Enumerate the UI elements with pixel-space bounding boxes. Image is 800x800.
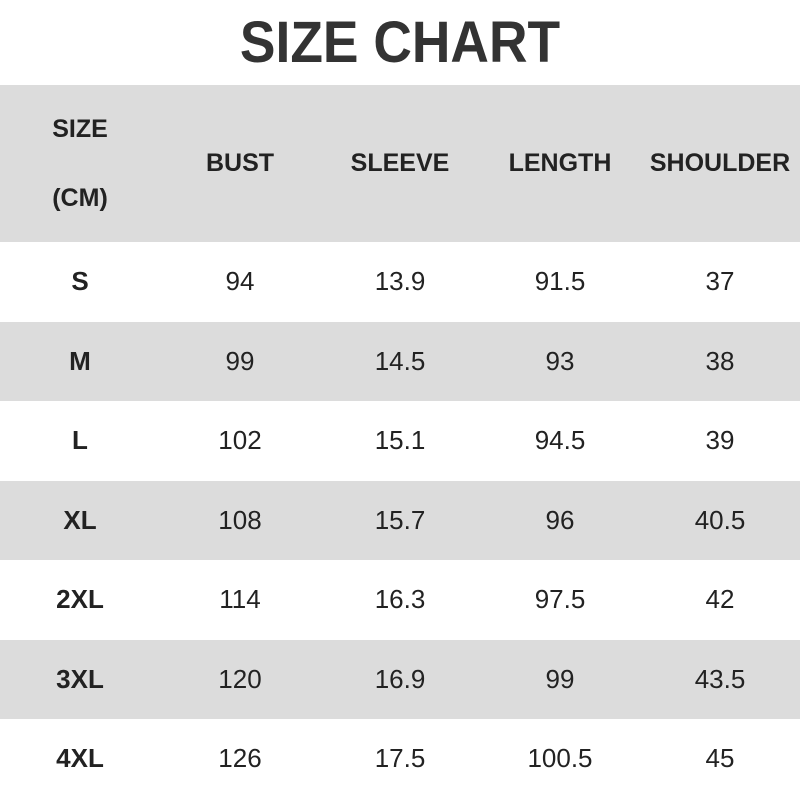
value-cell: 17.5: [374, 743, 426, 774]
value-cell: 16.9: [374, 663, 426, 694]
table-row: 3XL 120 16.9 99 43.5: [0, 639, 800, 719]
header-size-label: SIZE: [52, 114, 108, 143]
table-row: S 94 13.9 91.5 37: [0, 242, 800, 322]
size-cell: S: [71, 266, 89, 297]
value-cell: 13.9: [374, 266, 426, 297]
value-cell: 43.5: [694, 663, 746, 694]
header-bust: BUST: [205, 149, 275, 177]
page-title: SIZE CHART: [239, 10, 561, 75]
value-cell: 15.1: [374, 425, 426, 456]
value-cell: 39: [705, 425, 735, 456]
header-unit-label: (CM): [52, 183, 108, 212]
value-cell: 96: [545, 504, 575, 535]
value-cell: 126: [218, 743, 262, 774]
size-cell: 4XL: [56, 743, 104, 774]
value-cell: 15.7: [374, 504, 426, 535]
size-cell: XL: [63, 504, 97, 535]
table-header: SIZE (CM) BUST SLEEVE LENGTH SHOULDER: [0, 85, 800, 242]
value-cell: 14.5: [374, 345, 426, 376]
header-shoulder: SHOULDER: [649, 149, 791, 177]
header-length: LENGTH: [508, 149, 612, 177]
table-row: 4XL 126 17.5 100.5 45: [0, 719, 800, 799]
size-table: SIZE (CM) BUST SLEEVE LENGTH SHOULDER S 9…: [0, 85, 800, 799]
value-cell: 16.3: [374, 584, 426, 615]
value-cell: 102: [218, 425, 262, 456]
table-row: L 102 15.1 94.5 39: [0, 401, 800, 481]
value-cell: 94: [225, 266, 255, 297]
value-cell: 38: [705, 345, 735, 376]
table-row: XL 108 15.7 96 40.5: [0, 480, 800, 560]
value-cell: 91.5: [534, 266, 586, 297]
value-cell: 93: [545, 345, 575, 376]
table-row: 2XL 114 16.3 97.5 42: [0, 560, 800, 640]
value-cell: 108: [218, 504, 262, 535]
size-cell: 2XL: [56, 584, 104, 615]
value-cell: 99: [545, 663, 575, 694]
header-size: SIZE (CM): [0, 115, 160, 213]
value-cell: 94.5: [534, 425, 586, 456]
value-cell: 99: [225, 345, 255, 376]
size-cell: 3XL: [56, 663, 104, 694]
value-cell: 40.5: [694, 504, 746, 535]
value-cell: 37: [705, 266, 735, 297]
value-cell: 45: [705, 743, 735, 774]
header-sleeve: SLEEVE: [350, 149, 450, 177]
size-cell: M: [69, 345, 91, 376]
value-cell: 114: [219, 584, 261, 615]
value-cell: 42: [705, 584, 735, 615]
table-row: M 99 14.5 93 38: [0, 321, 800, 401]
value-cell: 120: [218, 663, 262, 694]
size-cell: L: [72, 425, 88, 456]
value-cell: 100.5: [527, 743, 593, 774]
value-cell: 97.5: [534, 584, 586, 615]
